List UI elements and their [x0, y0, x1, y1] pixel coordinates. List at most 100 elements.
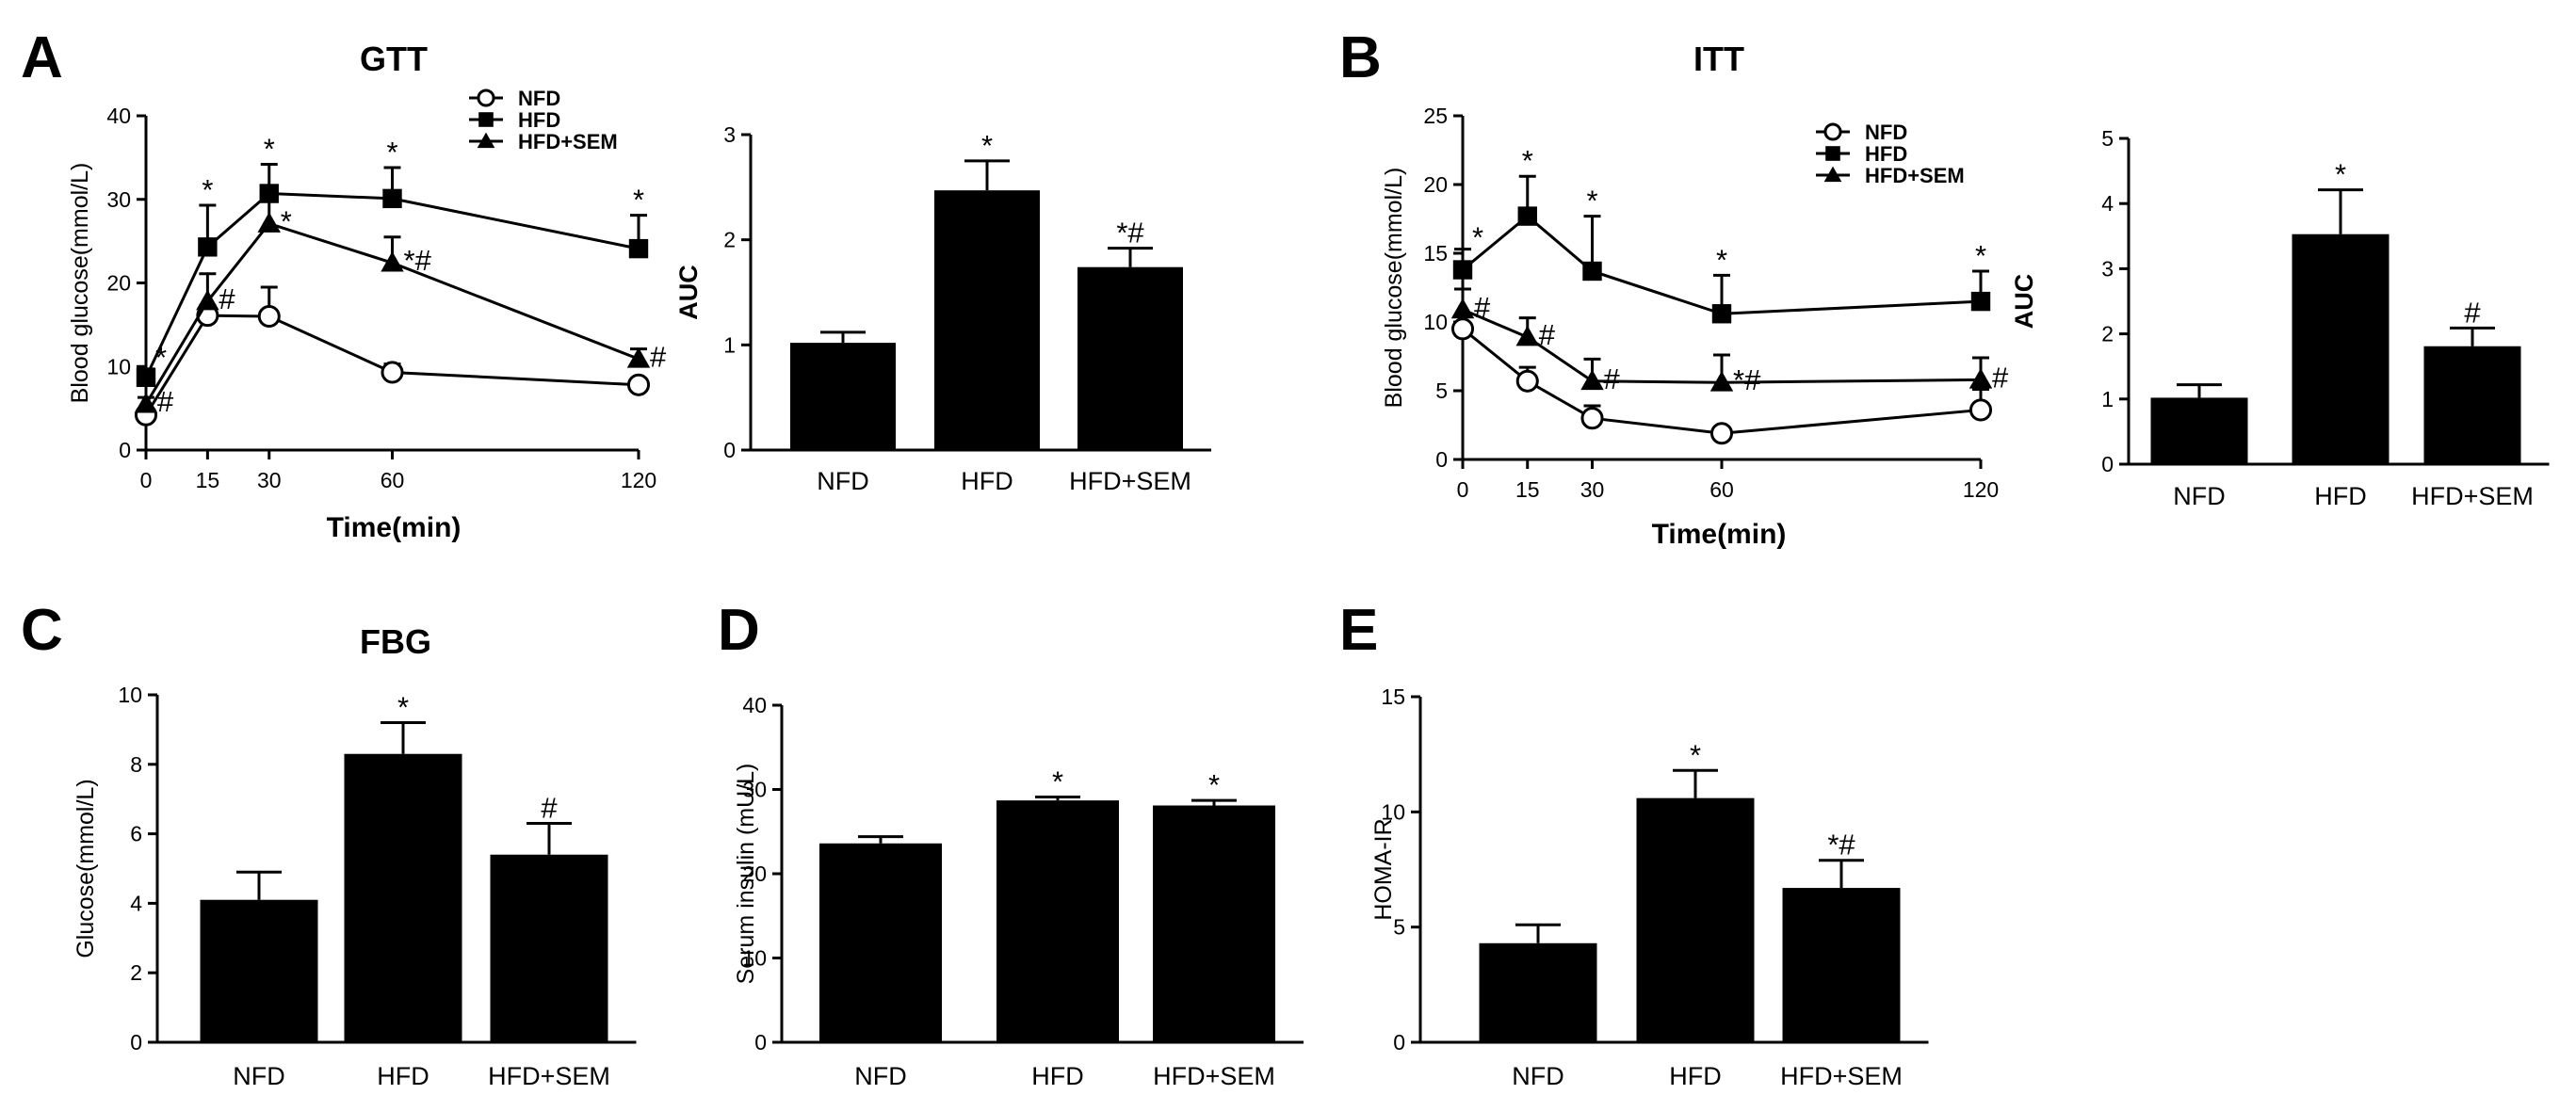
y-tick-label: 30	[742, 778, 767, 802]
y-tick-label: 0	[723, 438, 736, 462]
y-tick-label: 0	[130, 1030, 142, 1055]
y-tick-label: 10	[106, 354, 131, 378]
y-tick-label: 40	[742, 693, 767, 717]
x-tick-label: 60	[381, 468, 405, 492]
x-tick-label: 15	[196, 468, 220, 492]
bar	[344, 753, 462, 1042]
line-chart-a-line: 0 10 20 30 40 Blood glucose(mmol/L) 0 15 30 60 120…	[67, 40, 667, 543]
y-tick-label: 40	[106, 104, 131, 128]
bar	[1153, 805, 1275, 1042]
y-tick-label: 5	[1393, 915, 1405, 940]
marker-triangle	[1580, 369, 1604, 391]
significance-marker: #	[1604, 362, 1621, 395]
y-axis-title: Blood glucose(mmol/L)	[1381, 168, 1407, 409]
marker-triangle	[134, 392, 158, 413]
chart-title: ITT	[1693, 40, 1744, 78]
y-axis-title: Serum insulin (mU/L)	[733, 764, 759, 985]
y-axis-title: AUC	[2010, 274, 2038, 330]
y-tick-label: 2	[2101, 322, 2114, 346]
y-tick-label: 10	[1381, 799, 1405, 824]
bar	[790, 343, 896, 450]
marker-square	[1970, 291, 1991, 312]
x-tick-label: 15	[1515, 477, 1540, 502]
y-tick-label: 25	[1423, 104, 1448, 128]
marker-square	[628, 238, 649, 259]
significance-marker: #	[2464, 296, 2481, 329]
y-tick-label: 0	[2101, 452, 2114, 476]
significance-marker: #	[1474, 291, 1491, 324]
bar-chart-e: 0 5 10 15 HOMA-IR NFD * HFD *# HFD+SEM	[1370, 684, 1929, 1090]
panel-label-c: C	[21, 598, 63, 663]
legend-entry: HFD	[469, 108, 560, 132]
significance-marker: *	[1052, 765, 1063, 798]
y-tick-label: 15	[1423, 241, 1448, 266]
chart-title: GTT	[360, 40, 428, 78]
bar	[2423, 346, 2521, 464]
bar	[2150, 397, 2248, 464]
y-tick-label: 15	[1381, 684, 1405, 709]
marker-triangle	[477, 132, 495, 149]
marker-square	[1825, 146, 1840, 161]
significance-marker: *	[1716, 243, 1727, 276]
bar	[1077, 266, 1183, 450]
y-tick-label: 5	[1435, 378, 1448, 403]
panel-label-a: A	[21, 25, 63, 90]
y-tick-label: 20	[742, 861, 767, 886]
y-tick-label: 6	[130, 822, 142, 846]
marker-square	[478, 112, 494, 127]
legend-entry: HFD+SEM	[469, 130, 618, 153]
significance-marker: *	[202, 173, 213, 206]
x-tick-label: HFD+SEM	[488, 1062, 610, 1090]
significance-marker: *	[1690, 738, 1701, 771]
marker-circle	[1450, 317, 1475, 341]
legend-label: HFD+SEM	[518, 130, 618, 153]
bar	[819, 843, 942, 1042]
significance-marker: #	[157, 385, 174, 418]
legend-entry: HFD+SEM	[1816, 164, 1965, 187]
significance-marker: *	[281, 204, 292, 237]
legend-entry: HFD	[1816, 142, 1907, 166]
y-tick-label: 0	[1393, 1030, 1405, 1055]
y-tick-label: 3	[723, 122, 736, 147]
y-tick-label: 2	[130, 960, 142, 985]
series-hfd-sem: # # * *# #	[134, 197, 667, 418]
significance-marker: #	[219, 282, 235, 315]
bar	[1479, 942, 1597, 1042]
significance-marker: *#	[1827, 829, 1855, 861]
y-tick-label: 5	[2101, 126, 2114, 151]
legend-label: HFD	[1865, 142, 1907, 166]
significance-marker: #	[1992, 361, 2009, 394]
line-chart-b-line: 0 5 10 15 20 25 Blood glucose(mmol/L) 0 15 30 60 12…	[1381, 40, 2009, 550]
marker-triangle	[1968, 368, 1993, 389]
bar-chart-d: 0 10 20 30 40 Serum insulin (mU/L) NFD * HFD * HFD…	[733, 693, 1304, 1090]
marker-triangle	[1823, 166, 1842, 183]
legend-entry: NFD	[1816, 121, 1907, 144]
y-tick-label: 1	[723, 332, 736, 357]
y-tick-label: 10	[1423, 310, 1448, 334]
y-tick-label: 2	[723, 228, 736, 252]
x-tick-label: HFD+SEM	[1153, 1062, 1275, 1090]
significance-marker: #	[541, 792, 558, 825]
marker-triangle	[1515, 325, 1539, 346]
marker-circle	[477, 89, 495, 107]
x-tick-label: HFD+SEM	[1069, 467, 1191, 495]
marker-circle	[1968, 398, 1993, 422]
marker-square	[1452, 260, 1473, 280]
marker-square	[1582, 261, 1602, 282]
significance-marker: *	[264, 132, 275, 165]
x-tick-label: HFD	[1031, 1062, 1084, 1090]
significance-marker: *#	[1733, 363, 1761, 396]
x-tick-label: HFD	[961, 467, 1013, 495]
y-tick-label: 3	[2101, 256, 2114, 281]
significance-marker: *#	[404, 244, 432, 277]
significance-marker: *	[981, 129, 993, 162]
significance-marker: *	[1586, 185, 1597, 217]
bar	[1782, 888, 1901, 1042]
y-tick-label: 10	[118, 683, 142, 707]
y-axis-title: AUC	[674, 265, 703, 320]
panel-label-e: E	[1339, 598, 1378, 663]
significance-marker: *	[386, 136, 397, 169]
x-tick-label: HFD	[1669, 1062, 1722, 1090]
marker-circle	[626, 373, 651, 396]
